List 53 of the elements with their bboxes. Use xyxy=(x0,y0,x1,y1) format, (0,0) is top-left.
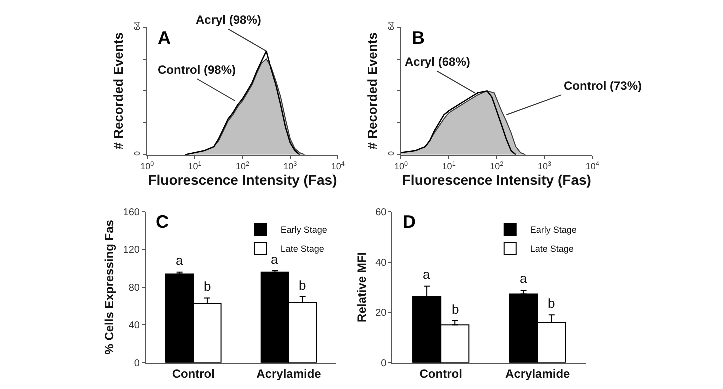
annotation: a xyxy=(271,252,279,267)
annotation: Control (98%) xyxy=(158,63,236,77)
chart-title: D xyxy=(403,212,416,232)
x-tick-label: 10$^{0}$ xyxy=(394,160,408,172)
legend-label: Late Stage xyxy=(280,244,324,254)
annotation: b xyxy=(299,278,306,293)
x-tick-label: 10$^{4}$ xyxy=(331,160,346,172)
x-tick-label: 10$^{2}$ xyxy=(490,160,504,172)
x-axis-title: Fluorescence Intensity (Fas) xyxy=(402,172,592,188)
chart-title: B xyxy=(412,28,425,48)
annotation: a xyxy=(423,267,431,282)
x-tick-label: 10$^{0}$ xyxy=(140,160,155,172)
y-axis-title: % Cells Expressing Fas xyxy=(102,220,117,355)
y-tick-label: 120 xyxy=(123,245,140,256)
annotation: a xyxy=(520,271,528,286)
y-axis-title: # Recorded Events xyxy=(364,32,380,150)
legend-label: Early Stage xyxy=(530,225,577,236)
x-tick-label: 10$^{1}$ xyxy=(188,160,202,172)
annotation: b xyxy=(452,302,460,317)
y-tick-label: 80 xyxy=(128,282,140,294)
chart-title: A xyxy=(158,28,171,48)
y-tick-label: 64 xyxy=(133,21,142,31)
chart-title: C xyxy=(156,212,169,232)
y-tick-label: 40 xyxy=(128,320,140,332)
annotation: Acryl (68%) xyxy=(405,55,470,69)
annotation: a xyxy=(176,253,184,268)
y-tick-label: 0 xyxy=(134,358,140,370)
y-tick-label: 0 xyxy=(381,358,388,370)
x-tick-label: 10$^{3}$ xyxy=(538,160,552,172)
annotation: b xyxy=(548,296,556,311)
y-tick-label: 64 xyxy=(387,21,396,31)
x-axis-title: Fluorescence Intensity (Fas) xyxy=(148,172,338,188)
x-tick-label: Acrylamide xyxy=(256,367,322,382)
legend-label: Late Stage xyxy=(530,244,574,254)
x-tick-label: 10$^{3}$ xyxy=(284,160,298,172)
y-tick-label: 40 xyxy=(376,258,388,269)
y-tick-label: 0 xyxy=(133,150,142,156)
y-tick-label: 0 xyxy=(387,150,396,156)
legend-label: Early Stage xyxy=(280,225,328,236)
y-tick-label: 160 xyxy=(123,208,140,219)
x-tick-label: Control xyxy=(420,367,462,382)
annotation: Acryl (98%) xyxy=(196,13,262,27)
x-tick-label: 10$^{2}$ xyxy=(236,160,250,172)
y-axis-title: # Recorded Events xyxy=(111,32,126,150)
x-tick-label: 10$^{1}$ xyxy=(442,160,456,172)
x-tick-label: Control xyxy=(172,367,215,382)
annotation: Control (73%) xyxy=(564,79,642,93)
annotation: b xyxy=(204,279,212,294)
y-tick-label: 60 xyxy=(376,208,388,219)
y-axis-title: Relative MFI xyxy=(354,252,369,322)
x-tick-label: Acrylamide xyxy=(506,367,571,382)
y-tick-label: 20 xyxy=(376,308,388,320)
x-tick-label: 10$^{4}$ xyxy=(586,160,600,172)
